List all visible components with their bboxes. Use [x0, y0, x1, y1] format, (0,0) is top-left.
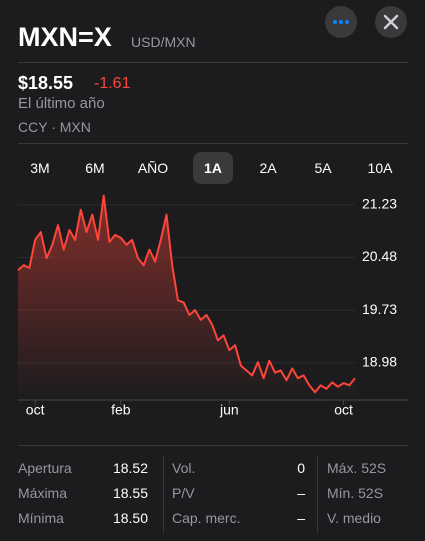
more-icon: [333, 20, 349, 24]
x-tick-label: feb: [111, 402, 131, 418]
stat-value: 18.50: [112, 510, 148, 526]
range-tab[interactable]: 5A: [314, 160, 332, 176]
stat-label: P/V: [172, 485, 195, 501]
period: El último año: [18, 95, 105, 112]
x-tick-label: oct: [26, 402, 45, 418]
range-tab[interactable]: 6M: [85, 160, 105, 176]
close-icon: [383, 14, 399, 30]
y-tick-label: 21.23: [362, 195, 397, 211]
stat-value: 18.52: [112, 460, 148, 476]
separator: [18, 62, 408, 63]
y-tick-label: 20.48: [362, 248, 397, 264]
exchange: CCY · MXN: [18, 119, 91, 135]
symbol: MXN=X: [18, 22, 112, 52]
stat-value: –: [297, 510, 305, 526]
stat-label: Máxima: [18, 485, 68, 501]
stat-label: Apertura: [18, 460, 72, 476]
stat-label: Mínima: [18, 510, 64, 526]
range-tab[interactable]: AÑO: [137, 160, 169, 176]
symbol-name: USD/MXN: [131, 34, 196, 50]
price-line: [17, 194, 356, 394]
close-button[interactable]: [375, 6, 407, 38]
separator: [18, 445, 408, 446]
chart: 18.98 19.73 20.48 21.23 oct feb jun oct: [17, 194, 408, 418]
range-tab[interactable]: 3M: [30, 160, 50, 176]
column-separator: [317, 455, 318, 533]
stat-label: Mín. 52S: [327, 485, 384, 501]
stat-value: 18.55: [112, 485, 148, 501]
price: $18.55: [18, 73, 74, 93]
range-tab[interactable]: 2A: [259, 160, 277, 176]
change: -1.61: [94, 75, 131, 92]
stat-label: Vol.: [172, 460, 196, 476]
column-separator: [163, 455, 164, 533]
more-button[interactable]: [325, 6, 357, 38]
stat-label: Máx. 52S: [327, 460, 387, 476]
stat-value: 0: [297, 460, 305, 476]
y-tick-label: 18.98: [362, 353, 397, 369]
x-tick-label: oct: [334, 402, 353, 418]
line-area: [18, 195, 355, 400]
stat-label: V. medio: [327, 510, 381, 526]
separator: [18, 143, 408, 144]
stat-label: Cap. merc.: [172, 510, 241, 526]
x-tick-label: jun: [219, 402, 239, 418]
y-tick-label: 19.73: [362, 301, 397, 317]
range-tab[interactable]: 10A: [367, 160, 393, 176]
stat-value: –: [297, 485, 305, 501]
range-tab[interactable]: 1A: [193, 152, 233, 184]
